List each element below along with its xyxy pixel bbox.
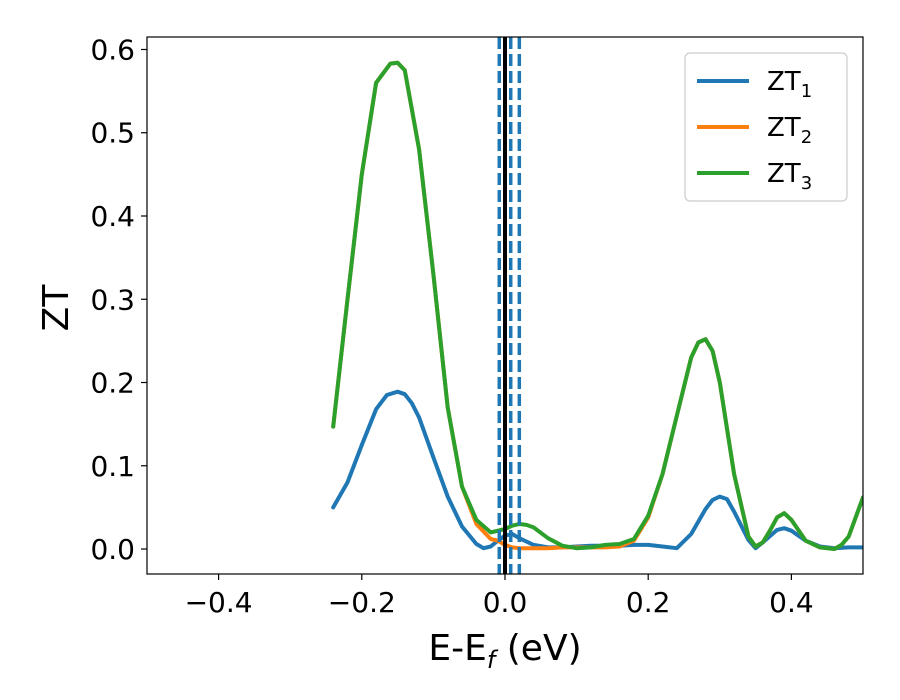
series-line-zt3: [331, 60, 863, 551]
y-tick-label: 0.0: [90, 533, 135, 566]
y-tick-label: 0.4: [90, 200, 135, 233]
x-axis-label-main: E-E: [428, 628, 486, 669]
x-tick-label: 0.4: [769, 586, 814, 619]
y-tick-label: 0.6: [90, 33, 135, 66]
legend-label-zt3: ZT3: [767, 159, 812, 194]
x-tick-label: 0.2: [626, 586, 671, 619]
reference-lines: [497, 37, 522, 574]
y-tick-label: 0.2: [90, 367, 135, 400]
x-tick-label: 0.0: [483, 586, 528, 619]
plot-frame: [146, 36, 864, 575]
x-axis-label: E-Ef (eV): [428, 628, 581, 674]
legend-label-zt1: ZT1: [767, 67, 812, 102]
y-tick-label: 0.3: [90, 283, 135, 316]
y-tick-label: 0.5: [90, 117, 135, 150]
y-tick-label: 0.1: [90, 450, 135, 483]
series-lines: [331, 60, 863, 551]
x-tick-label: −0.2: [328, 586, 396, 619]
x-tick-label: −0.4: [185, 586, 253, 619]
legend: ZT1 ZT2 ZT3: [684, 52, 848, 202]
legend-box: [684, 52, 848, 202]
legend-label-zt2: ZT2: [767, 113, 812, 148]
x-axis-label-unit: (eV): [495, 628, 581, 669]
x-axis: −0.4 −0.2 0.0 0.2 0.4: [185, 574, 814, 619]
y-axis-label: ZT: [36, 284, 77, 332]
y-axis: 0.0 0.1 0.2 0.3 0.4 0.5 0.6: [90, 33, 147, 566]
